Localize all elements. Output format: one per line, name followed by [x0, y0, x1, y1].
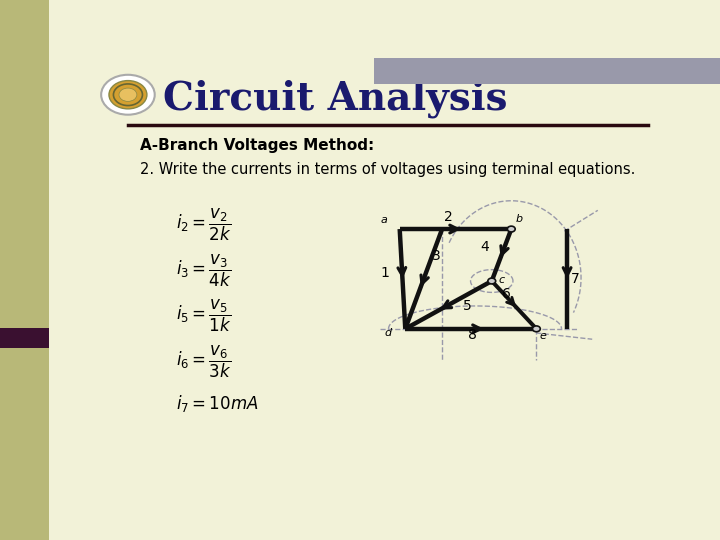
- Text: $i_6 = \dfrac{v_6}{3k}$: $i_6 = \dfrac{v_6}{3k}$: [176, 344, 232, 380]
- Text: 5: 5: [463, 299, 472, 313]
- Text: 3: 3: [432, 249, 441, 263]
- Text: c: c: [498, 275, 505, 285]
- Text: $i_7 = 10mA$: $i_7 = 10mA$: [176, 393, 259, 414]
- Circle shape: [101, 75, 155, 114]
- Text: $i_2 = \dfrac{v_2}{2k}$: $i_2 = \dfrac{v_2}{2k}$: [176, 207, 232, 243]
- Text: Circuit Analysis: Circuit Analysis: [163, 79, 507, 118]
- Text: 2. Write the currents in terms of voltages using terminal equations.: 2. Write the currents in terms of voltag…: [140, 162, 636, 177]
- Text: $i_5 = \dfrac{v_5}{1k}$: $i_5 = \dfrac{v_5}{1k}$: [176, 298, 232, 334]
- Text: 8: 8: [468, 328, 477, 342]
- Text: 4: 4: [481, 240, 490, 254]
- Text: 1: 1: [380, 266, 389, 280]
- Text: e: e: [539, 331, 546, 341]
- Circle shape: [488, 278, 495, 284]
- Text: d: d: [384, 328, 392, 339]
- Circle shape: [119, 88, 137, 102]
- Text: b: b: [516, 213, 523, 224]
- Text: 7: 7: [571, 272, 580, 286]
- Circle shape: [508, 226, 516, 232]
- Text: a: a: [381, 215, 387, 225]
- Circle shape: [533, 326, 540, 332]
- Text: A-Branch Voltages Method:: A-Branch Voltages Method:: [140, 138, 374, 153]
- Text: 6: 6: [502, 287, 510, 301]
- Text: 2: 2: [444, 210, 453, 224]
- Circle shape: [109, 80, 147, 109]
- Text: $i_3 = \dfrac{v_3}{4k}$: $i_3 = \dfrac{v_3}{4k}$: [176, 253, 232, 289]
